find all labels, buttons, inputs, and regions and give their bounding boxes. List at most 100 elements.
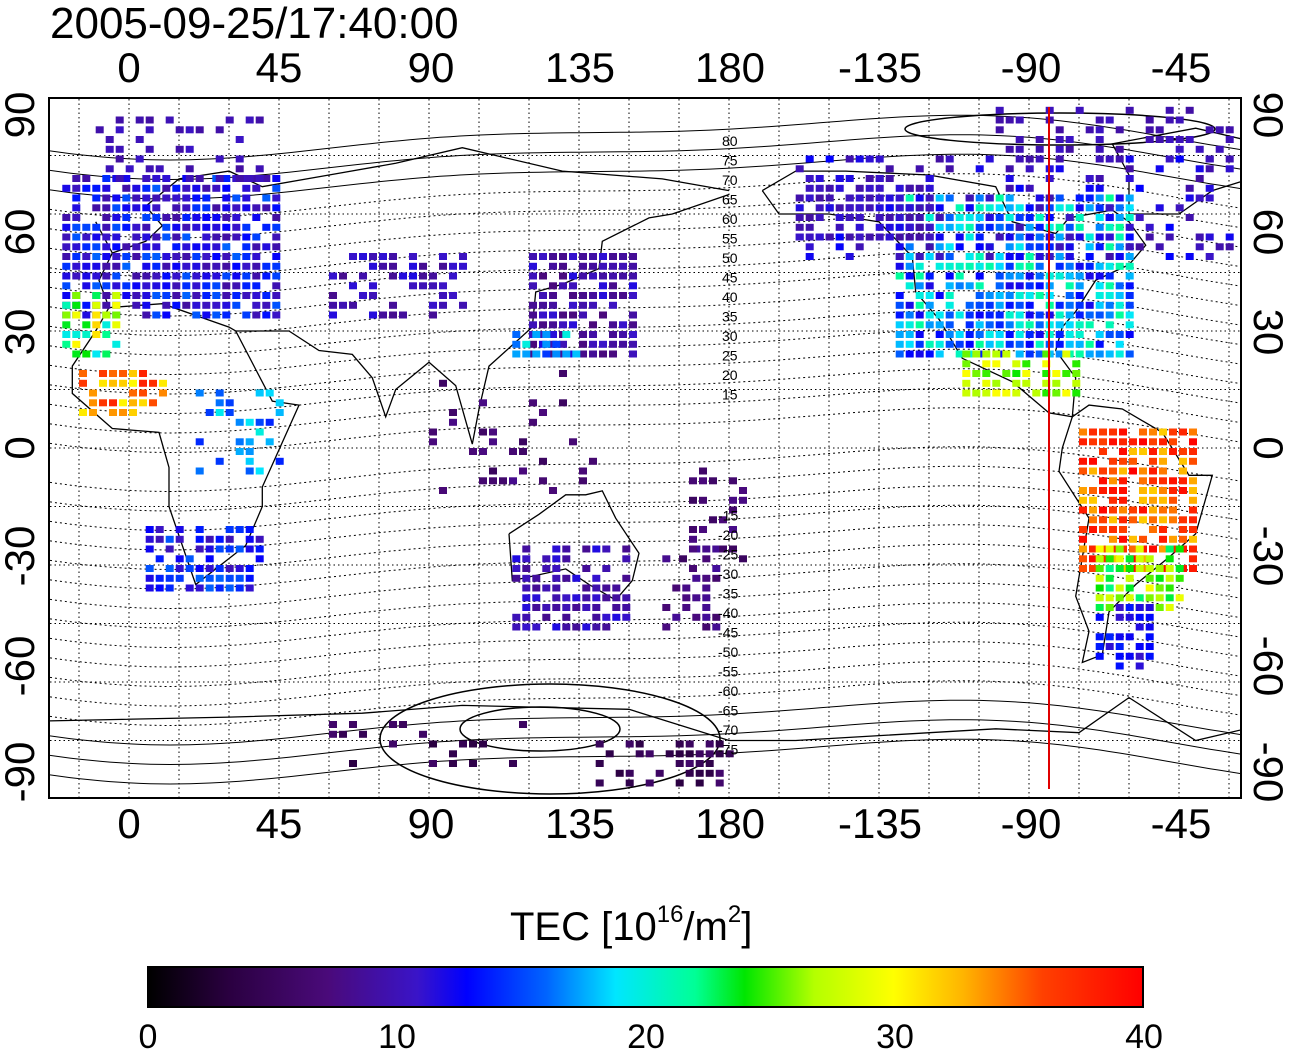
tec-cell [1025,165,1034,173]
tec-cell [1129,438,1137,446]
tec-cell [655,769,664,777]
colorbar-tick-label: 0 [138,1018,158,1056]
tec-cell [569,311,577,319]
tec-cell [95,126,104,134]
tec-cell [1089,565,1097,572]
tec-cell [699,526,707,533]
tec-cell [82,223,91,231]
tec-cell [562,574,571,582]
tec-cell [429,740,437,748]
tec-cell [419,272,427,280]
tec-cell [235,175,244,182]
tec-cell [629,282,637,290]
tec-cell [1025,350,1034,358]
contour-label: -60 [718,683,738,699]
tec-cell [589,321,597,329]
tec-cell [1115,633,1124,641]
tec-cell [1079,555,1087,563]
tec-map: 80 75 70 65 60 55 50 45 40 35 30 25 20 15 -15 -20 -25 -30… [48,97,1242,799]
tec-cell [195,584,204,592]
tec-cell [562,594,571,602]
tec-cell [162,282,171,290]
tec-cell [1149,438,1157,446]
tec-cell [175,126,184,134]
tec-cell [1119,506,1127,514]
tec-cell [1005,272,1014,280]
tec-cell [262,301,271,309]
tec-cell [589,272,597,280]
tec-cell [549,487,557,494]
tec-cell [559,340,567,348]
tec-cell [489,438,497,446]
tec-cell [1159,506,1167,514]
tec-cell [1022,370,1031,377]
tec-cell [212,223,221,231]
tec-cell [592,623,601,631]
tec-cell [1125,350,1134,358]
tec-cell [182,253,191,260]
tec-cell [1052,379,1061,387]
tec-cell [975,301,984,309]
tec-cell [915,262,924,270]
tec-cell [1015,204,1024,212]
tec-cell [1189,565,1197,572]
tec-cell [369,292,377,299]
tec-cell [945,262,954,270]
tec-cell [255,418,264,426]
tec-cell [122,175,131,182]
tec-cell [925,340,934,348]
tec-cell [975,292,984,299]
tec-cell [92,253,101,260]
tec-cell [675,740,684,748]
tec-cell [935,194,944,202]
tec-cell [172,262,181,270]
colorbar-tick-label: 20 [627,1018,665,1056]
tec-cell [542,584,551,592]
contour-label: 60 [722,211,738,227]
tec-cell [915,321,924,329]
tec-cell [1015,184,1024,192]
tec-cell [825,233,834,241]
tec-cell [102,243,111,251]
tec-cell [1095,204,1104,212]
tec-cell [329,292,337,299]
tec-cell [162,233,171,241]
colorbar-tick-label: 10 [378,1018,416,1056]
tec-cell [245,565,254,572]
tec-cell [72,194,81,202]
tec-cell [985,321,994,329]
tec-cell [1185,194,1194,202]
tec-cell [1079,487,1087,494]
tec-cell [945,331,954,338]
tec-cell [1095,282,1104,290]
tec-cell [1015,350,1024,358]
tec-cell [1205,155,1214,163]
tec-cell [1089,487,1097,494]
tec-cell [1125,292,1134,299]
tec-cell [252,243,261,251]
tec-cell [99,370,107,377]
tec-cell [1015,223,1024,231]
tec-cell [82,272,91,280]
tec-cell [155,535,164,543]
tec-cell [875,214,884,221]
tec-cell [202,311,211,319]
tec-cell [242,204,251,212]
tec-cell [915,194,924,202]
tec-cell [915,292,924,299]
tec-cell [1139,516,1147,524]
tec-cell [1139,438,1147,446]
tec-cell [1189,555,1197,563]
tec-cell [1095,633,1104,641]
tec-cell [529,418,537,426]
tec-cell [1005,253,1014,260]
tec-cell [629,253,637,260]
tec-cell [905,311,914,319]
tec-cell [915,331,924,338]
lon-label-bottom: 0 [117,800,141,847]
tec-cell [479,448,487,455]
tec-cell [975,282,984,290]
tec-cell [389,262,397,270]
tec-cell [1065,301,1074,309]
tec-cell [109,379,117,387]
